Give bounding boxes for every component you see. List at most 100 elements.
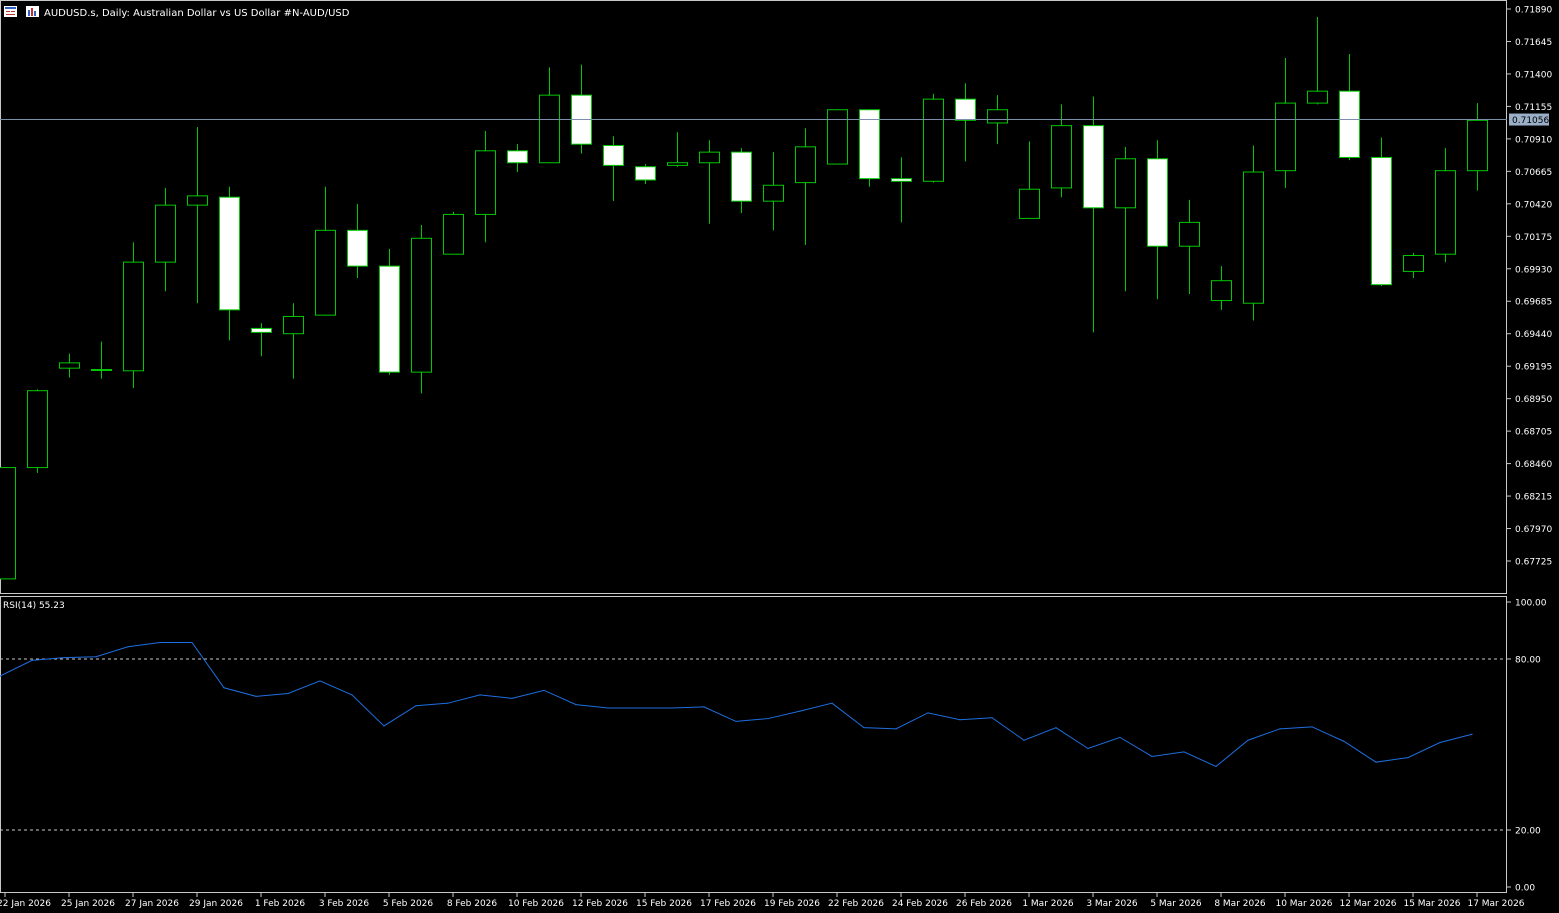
candle[interactable]	[443, 211, 464, 255]
candle[interactable]	[539, 67, 560, 164]
candle-body	[731, 151, 752, 202]
candle[interactable]	[283, 303, 304, 379]
candle[interactable]	[891, 157, 912, 223]
candle[interactable]	[411, 225, 432, 394]
candle[interactable]	[475, 130, 496, 243]
time-tick-label: 22 Jan 2026	[0, 899, 51, 909]
candle-body	[347, 229, 368, 267]
rsi-point	[1279, 728, 1281, 730]
candle[interactable]	[1403, 252, 1424, 279]
candle[interactable]	[1275, 58, 1296, 188]
rsi-point	[1087, 747, 1089, 750]
rsi-point	[1215, 765, 1217, 768]
candle[interactable]	[507, 144, 528, 173]
rsi-point	[575, 704, 577, 706]
candle-body	[1115, 158, 1136, 209]
candle[interactable]	[315, 186, 336, 316]
candle-body	[1371, 156, 1392, 286]
rsi-line	[0, 641, 1473, 768]
candle[interactable]	[91, 341, 112, 379]
rsi-point	[671, 707, 673, 709]
candle[interactable]	[1307, 16, 1328, 105]
current-price-badge	[1509, 113, 1549, 126]
candle-body	[475, 150, 496, 215]
candle[interactable]	[1051, 104, 1072, 198]
candle[interactable]	[827, 109, 848, 165]
candle-body	[283, 315, 304, 335]
price-tick-label: 0.71890	[1515, 6, 1552, 16]
candle[interactable]	[1083, 96, 1104, 333]
candle[interactable]	[1371, 137, 1392, 286]
candle[interactable]	[923, 93, 944, 183]
rsi-point	[831, 702, 833, 704]
price-tick-label: 0.68215	[1515, 493, 1552, 503]
candle-body	[1083, 125, 1104, 209]
rsi-point	[1183, 751, 1185, 753]
candle[interactable]	[1467, 103, 1488, 191]
candle[interactable]	[1339, 54, 1360, 161]
price-tick-label: 0.69440	[1515, 330, 1552, 340]
rsi-point	[1055, 727, 1057, 729]
time-tick-label: 8 Feb 2026	[447, 899, 498, 909]
current-price-label: 0.71056	[1512, 116, 1549, 126]
candle[interactable]	[27, 389, 48, 473]
candle[interactable]	[1435, 148, 1456, 263]
rsi-point	[159, 641, 161, 644]
candle[interactable]	[571, 64, 592, 154]
rsi-point	[1439, 741, 1441, 744]
candle[interactable]	[1147, 140, 1168, 300]
candle[interactable]	[763, 152, 784, 231]
price-tick-label: 0.70910	[1515, 135, 1552, 145]
time-tick-label: 12 Mar 2026	[1339, 899, 1396, 909]
rsi-pane-frame	[0, 596, 1507, 893]
candle[interactable]	[731, 148, 752, 214]
price-tick-label: 0.69195	[1515, 363, 1552, 373]
candle[interactable]	[1115, 146, 1136, 292]
candle-body	[827, 109, 848, 165]
candle-body	[1339, 90, 1360, 158]
candlestick-series	[0, 16, 1488, 580]
rsi-point	[1247, 739, 1249, 741]
chart-window-icon[interactable]	[4, 6, 17, 17]
candle[interactable]	[155, 187, 176, 292]
candle[interactable]	[955, 83, 976, 162]
candle[interactable]	[603, 136, 624, 202]
candle[interactable]	[699, 140, 720, 224]
candle[interactable]	[123, 242, 144, 389]
price-tick-label: 0.68705	[1515, 428, 1552, 438]
price-tick-label: 0.71400	[1515, 70, 1552, 80]
time-tick-label: 25 Jan 2026	[61, 899, 115, 909]
price-tick-label: 0.70665	[1515, 168, 1552, 178]
price-tick-label: 0.69930	[1515, 265, 1552, 275]
main-chart-frame	[0, 0, 1507, 594]
candle[interactable]	[347, 203, 368, 279]
bar-chart-icon[interactable]	[26, 6, 39, 17]
candle[interactable]	[0, 467, 16, 580]
rsi-point	[1375, 761, 1377, 763]
candle[interactable]	[667, 132, 688, 167]
rsi-tick-label: 0.00	[1515, 884, 1535, 894]
candle-body	[859, 109, 880, 180]
rsi-point	[0, 675, 1, 677]
rsi-point	[31, 659, 33, 662]
candle[interactable]	[1243, 145, 1264, 321]
candle[interactable]	[1019, 141, 1040, 219]
candle-body	[1403, 255, 1424, 272]
price-tick-label: 0.70420	[1515, 200, 1552, 210]
candle[interactable]	[187, 126, 208, 304]
candle[interactable]	[59, 353, 80, 378]
candle[interactable]	[251, 323, 272, 357]
candle-body	[795, 146, 816, 184]
candle[interactable]	[1211, 266, 1232, 310]
candle-body	[539, 94, 560, 164]
rsi-point	[255, 695, 257, 697]
rsi-point	[479, 694, 481, 696]
candle[interactable]	[379, 248, 400, 375]
candle[interactable]	[795, 128, 816, 245]
candle[interactable]	[635, 164, 656, 184]
candle[interactable]	[219, 186, 240, 341]
candle[interactable]	[859, 109, 880, 187]
candle[interactable]	[1179, 199, 1200, 294]
candle-body	[987, 109, 1008, 124]
